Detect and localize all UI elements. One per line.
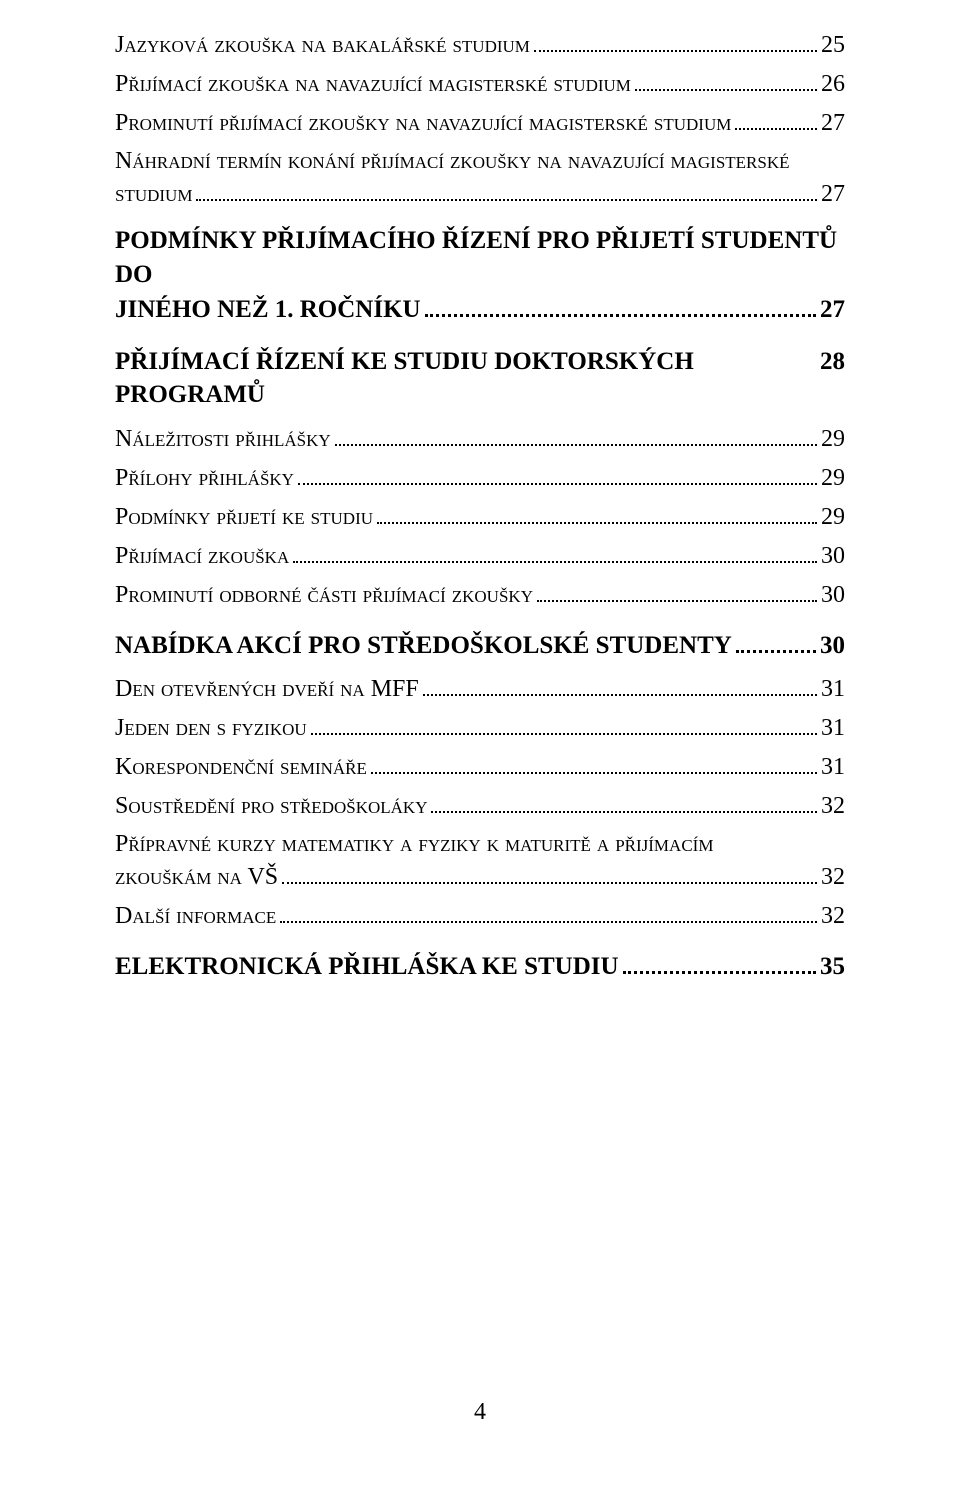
toc-label: Přijímací zkouška	[115, 540, 289, 572]
toc-entry: Přijímací zkouška 30	[115, 539, 845, 572]
toc-label: JINÉHO NEŽ 1. ROČNÍKU	[115, 293, 421, 327]
toc-label: Prominutí přijímací zkoušky na navazujíc…	[115, 107, 731, 139]
document-page: Jazyková zkouška na bakalářské studium 25…	[0, 0, 960, 1506]
toc-entry: Náhradní termín konání přijímací zkoušky…	[115, 145, 845, 210]
toc-leader	[335, 422, 817, 446]
toc-leader	[431, 789, 817, 813]
toc-page: 25	[821, 29, 845, 61]
toc-label: Další informace	[115, 900, 276, 932]
toc-label: studium	[115, 178, 192, 210]
toc-page: 31	[821, 712, 845, 744]
toc-page: 30	[820, 629, 845, 663]
toc-entry: NABÍDKA AKCÍ PRO STŘEDOŠKOLSKÉ STUDENTY 3…	[115, 627, 845, 662]
toc-leader	[311, 711, 817, 735]
page-number: 4	[115, 1399, 845, 1426]
toc-leader	[282, 861, 817, 885]
toc-label: Přijímací zkouška na navazující magister…	[115, 68, 631, 100]
toc-entry: Další informace 32	[115, 900, 845, 933]
toc-label: Den otevřených dveří na MFF	[115, 673, 419, 705]
toc-leader	[534, 28, 817, 52]
toc-page: 29	[821, 462, 845, 494]
toc-label: Přílohy přihlášky	[115, 462, 294, 494]
toc-leader	[298, 461, 817, 485]
toc-label: NABÍDKA AKCÍ PRO STŘEDOŠKOLSKÉ STUDENTY	[115, 629, 732, 663]
table-of-contents: Jazyková zkouška na bakalářské studium 25…	[115, 28, 845, 984]
toc-label: Prominutí odborné části přijímací zkoušk…	[115, 579, 533, 611]
toc-label: Náležitosti přihlášky	[115, 423, 331, 455]
toc-label: zkouškám na VŠ	[115, 861, 278, 893]
toc-entry: PŘIJÍMACÍ ŘÍZENÍ KE STUDIU DOKTORSKÝCH P…	[115, 343, 845, 412]
toc-page: 31	[821, 673, 845, 705]
toc-label: Podmínky přijetí ke studiu	[115, 501, 373, 533]
toc-entry: Soustředění pro středoškoláky 32	[115, 789, 845, 822]
toc-leader	[425, 292, 816, 318]
toc-page: 30	[821, 579, 845, 611]
toc-entry: Podmínky přijetí ke studiu 29	[115, 500, 845, 533]
toc-leader	[623, 949, 816, 975]
toc-entry: Přípravné kurzy matematiky a fyziky k ma…	[115, 828, 845, 893]
toc-entry: Korespondenční semináře 31	[115, 750, 845, 783]
toc-entry: Prominutí odborné části přijímací zkoušk…	[115, 578, 845, 611]
toc-page: 32	[821, 900, 845, 932]
toc-entry: ELEKTRONICKÁ PŘIHLÁŠKA KE STUDIU 35	[115, 949, 845, 984]
toc-leader	[537, 578, 817, 602]
toc-entry: Náležitosti přihlášky 29	[115, 422, 845, 455]
toc-leader	[735, 106, 817, 130]
toc-page: 35	[820, 950, 845, 984]
toc-leader	[423, 672, 817, 696]
toc-leader	[377, 500, 817, 524]
toc-page: 32	[821, 861, 845, 893]
toc-leader	[736, 627, 816, 653]
toc-entry: Den otevřených dveří na MFF 31	[115, 672, 845, 705]
toc-page: 32	[821, 790, 845, 822]
toc-leader	[371, 750, 817, 774]
toc-page: 29	[821, 423, 845, 455]
toc-page: 27	[821, 107, 845, 139]
toc-entry: Přijímací zkouška na navazující magister…	[115, 67, 845, 100]
toc-entry: Prominutí přijímací zkoušky na navazujíc…	[115, 106, 845, 139]
toc-label: Jeden den s fyzikou	[115, 712, 307, 744]
toc-entry: Jazyková zkouška na bakalářské studium 25	[115, 28, 845, 61]
toc-label: PŘIJÍMACÍ ŘÍZENÍ KE STUDIU DOKTORSKÝCH P…	[115, 345, 812, 413]
toc-leader	[196, 177, 817, 201]
toc-page: 28	[820, 345, 845, 379]
toc-page: 30	[821, 540, 845, 572]
toc-page: 27	[820, 293, 845, 327]
toc-entry: Přílohy přihlášky 29	[115, 461, 845, 494]
toc-leader	[280, 900, 817, 924]
toc-label: ELEKTRONICKÁ PŘIHLÁŠKA KE STUDIU	[115, 950, 619, 984]
toc-label: Jazyková zkouška na bakalářské studium	[115, 29, 530, 61]
toc-label: Náhradní termín konání přijímací zkoušky…	[115, 145, 845, 177]
toc-label: Přípravné kurzy matematiky a fyziky k ma…	[115, 828, 845, 860]
toc-page: 29	[821, 501, 845, 533]
toc-leader	[635, 67, 817, 91]
toc-label: Soustředění pro středoškoláky	[115, 790, 427, 822]
toc-leader	[293, 539, 817, 563]
toc-label: Korespondenční semináře	[115, 751, 367, 783]
toc-label: PODMÍNKY PŘIJÍMACÍHO ŘÍZENÍ PRO PŘIJETÍ …	[115, 224, 845, 292]
toc-entry: PODMÍNKY PŘIJÍMACÍHO ŘÍZENÍ PRO PŘIJETÍ …	[115, 224, 845, 327]
toc-page: 26	[821, 68, 845, 100]
toc-page: 27	[821, 178, 845, 210]
toc-page: 31	[821, 751, 845, 783]
toc-entry: Jeden den s fyzikou 31	[115, 711, 845, 744]
